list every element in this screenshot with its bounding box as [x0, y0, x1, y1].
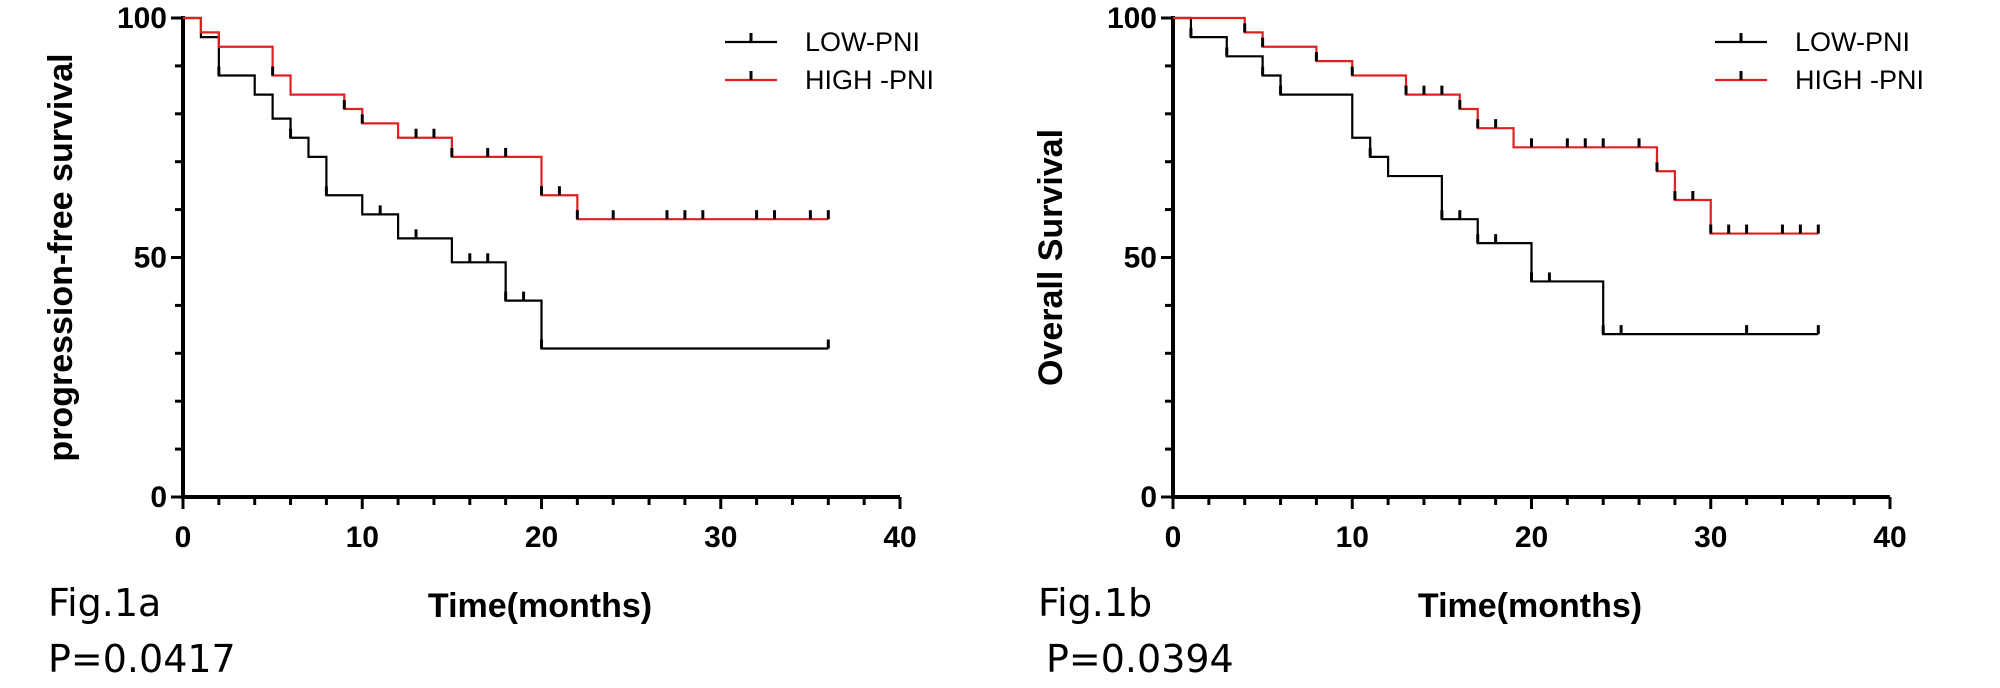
legend-label: HIGH -PNI	[1795, 65, 1924, 95]
panel-fig-1a: 0 50 100 0 10 20 30 40 progression-free survival…	[42, 2, 934, 681]
km-curve-low-pni	[1173, 16, 1819, 336]
y-tick-label: 100	[1107, 2, 1157, 35]
p-value: P=0.0394	[1046, 637, 1234, 681]
y-tick-label: 50	[134, 242, 167, 275]
x-tick-label: 10	[1336, 521, 1369, 554]
x-tick-label: 20	[1515, 521, 1548, 554]
p-value: P=0.0417	[48, 637, 236, 681]
panel-fig-1b: 0 50 100 0 10 20 30 40 Overall Survival Time(mont…	[1032, 2, 1924, 681]
x-tick-label: 0	[175, 521, 192, 554]
x-tick-label: 0	[1165, 521, 1182, 554]
legend-label: LOW-PNI	[1795, 27, 1910, 57]
x-axis-label: Time(months)	[428, 587, 652, 625]
x-tick-label: 30	[1694, 521, 1727, 554]
y-axis-label: progression-free survival	[42, 53, 80, 461]
y-tick-label: 0	[150, 481, 167, 514]
x-tick-label: 20	[525, 521, 558, 554]
legend-label: LOW-PNI	[805, 27, 920, 57]
figure-caption: Fig.1b	[1038, 581, 1152, 625]
y-tick-label: 100	[117, 2, 167, 35]
km-curve-low-pni	[183, 16, 829, 350]
x-tick-label: 40	[883, 521, 916, 554]
km-curve-high-pni	[183, 16, 829, 221]
x-axis-label: Time(months)	[1418, 587, 1642, 625]
legend-label: HIGH -PNI	[805, 65, 934, 95]
x-tick-label: 40	[1873, 521, 1906, 554]
y-tick-label: 0	[1140, 481, 1157, 514]
figure-caption: Fig.1a	[48, 581, 161, 625]
y-axis-label: Overall Survival	[1032, 129, 1070, 386]
x-tick-label: 30	[704, 521, 737, 554]
x-tick-label: 10	[346, 521, 379, 554]
y-tick-label: 50	[1124, 242, 1157, 275]
